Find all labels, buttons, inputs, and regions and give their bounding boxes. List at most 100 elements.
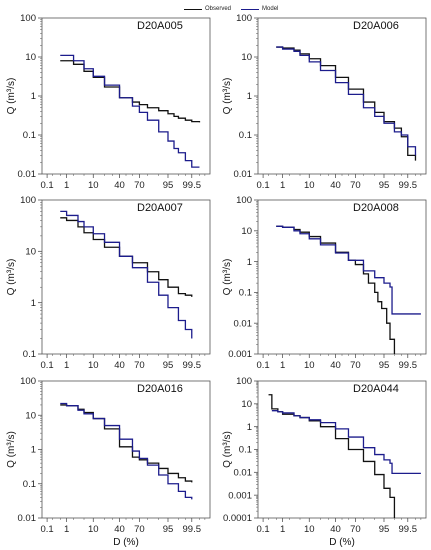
x-tick-label: 0.1 [41, 360, 54, 371]
y-tick-label: 100 [236, 13, 252, 24]
x-tick-label: 0.1 [257, 524, 270, 535]
x-tick-label: 10 [88, 360, 99, 371]
y-tick-label: 0.1 [23, 349, 36, 360]
x-tick-label: 95 [163, 524, 174, 535]
series-line-model [276, 226, 421, 314]
x-tick-label: 0.1 [41, 180, 54, 191]
series-line-observed [276, 47, 415, 161]
x-tick-label: 70 [350, 360, 361, 371]
y-tick-label: 10 [241, 226, 252, 237]
series-line-model [276, 47, 415, 155]
y-tick-label: 0.01 [18, 169, 37, 180]
chart-panel-d20a044: 0.0001 0.001 0.01 0.1 1 10 100 0.1 1 10 40 70 95 99.5… [222, 376, 426, 548]
y-tick-label: 0.1 [239, 130, 252, 141]
panel-title: D20A044 [353, 383, 399, 395]
chart-panel-d20a005: 0.01 0.1 1 10 100 0.1 1 10 40 70 95 99.5 D20A005 Q (m… [6, 13, 210, 191]
panel-title: D20A008 [353, 202, 399, 214]
plot-frame [42, 18, 210, 174]
x-tick-label: 40 [114, 524, 125, 535]
x-tick-label: 1 [280, 180, 285, 191]
panel-title: D20A006 [353, 20, 399, 32]
x-tick-label: 70 [134, 524, 145, 535]
x-tick-label: 10 [304, 360, 315, 371]
panel-title: D20A007 [137, 202, 183, 214]
x-tick-label: 10 [88, 180, 99, 191]
x-axis-title: D (%) [113, 537, 139, 548]
panel-title: D20A005 [137, 20, 183, 32]
y-tick-label: 0.01 [234, 468, 253, 479]
x-tick-label: 0.1 [257, 180, 270, 191]
series-line-model [272, 411, 421, 474]
x-tick-label: 95 [379, 360, 390, 371]
y-tick-label: 10 [241, 399, 252, 410]
plot-frame [258, 18, 426, 174]
x-tick-label: 99.5 [183, 180, 202, 191]
y-tick-label: 0.01 [234, 318, 253, 329]
x-tick-label: 1 [64, 524, 69, 535]
x-tick-label: 40 [330, 524, 341, 535]
y-tick-label: 0.0001 [223, 513, 252, 524]
x-tick-label: 1 [280, 524, 285, 535]
y-axis-title: Q (m³/s) [222, 431, 233, 468]
x-tick-label: 99.5 [183, 524, 202, 535]
x-tick-label: 10 [304, 180, 315, 191]
x-tick-label: 0.1 [257, 360, 270, 371]
y-tick-label: 100 [236, 195, 252, 206]
y-tick-label: 1 [31, 91, 36, 102]
y-tick-label: 1 [247, 91, 252, 102]
y-tick-label: 1 [247, 257, 252, 268]
x-tick-label: 1 [280, 360, 285, 371]
x-tick-label: 95 [163, 360, 174, 371]
y-tick-label: 1 [247, 422, 252, 433]
y-tick-label: 0.001 [228, 490, 252, 501]
y-axis-title: Q (m³/s) [222, 78, 233, 115]
x-tick-label: 70 [134, 360, 145, 371]
panel-title: D20A016 [137, 383, 183, 395]
x-tick-label: 10 [88, 524, 99, 535]
y-tick-label: 0.1 [23, 479, 36, 490]
x-tick-label: 95 [163, 180, 174, 191]
x-axis-title: D (%) [329, 537, 355, 548]
plot-frame [258, 200, 426, 354]
x-tick-label: 99.5 [399, 524, 418, 535]
x-tick-label: 40 [114, 360, 125, 371]
series-line-observed [60, 218, 192, 297]
x-tick-label: 0.1 [41, 524, 54, 535]
y-tick-label: 1 [31, 298, 36, 309]
x-tick-label: 99.5 [399, 180, 418, 191]
chart-panel-d20a016: 0.01 0.1 1 10 100 0.1 1 10 40 70 95 99.5 D20A016 Q (m… [6, 376, 210, 548]
y-tick-label: 100 [20, 376, 36, 387]
y-tick-label: 100 [236, 376, 252, 387]
plot-frame [258, 381, 426, 518]
y-tick-label: 0.01 [234, 169, 253, 180]
x-tick-label: 40 [330, 360, 341, 371]
x-tick-label: 95 [379, 524, 390, 535]
series-line-model [60, 211, 192, 338]
y-tick-label: 0.1 [239, 445, 252, 456]
series-line-model [60, 55, 199, 167]
series-line-observed [60, 61, 199, 123]
x-tick-label: 40 [330, 180, 341, 191]
y-axis-title: Q (m³/s) [6, 78, 17, 115]
y-axis-title: Q (m³/s) [6, 259, 17, 296]
x-tick-label: 99.5 [183, 360, 202, 371]
chart-panel-d20a006: 0.01 0.1 1 10 100 0.1 1 10 40 70 95 99.5 D20A006 Q (m… [222, 13, 426, 191]
x-tick-label: 10 [304, 524, 315, 535]
series-line-model [60, 404, 192, 500]
y-tick-label: 0.01 [18, 513, 37, 524]
y-tick-label: 10 [25, 410, 36, 421]
y-tick-label: 10 [25, 247, 36, 258]
series-line-observed [60, 405, 192, 482]
x-tick-label: 1 [64, 360, 69, 371]
y-axis-title: Q (m³/s) [222, 259, 233, 296]
x-tick-label: 70 [134, 180, 145, 191]
x-tick-label: 1 [64, 180, 69, 191]
y-tick-label: 100 [20, 13, 36, 24]
y-tick-label: 10 [241, 52, 252, 63]
x-tick-label: 95 [379, 180, 390, 191]
y-tick-label: 0.1 [239, 288, 252, 299]
plot-frame [42, 200, 210, 354]
y-tick-label: 0.1 [23, 130, 36, 141]
y-tick-label: 1 [31, 445, 36, 456]
